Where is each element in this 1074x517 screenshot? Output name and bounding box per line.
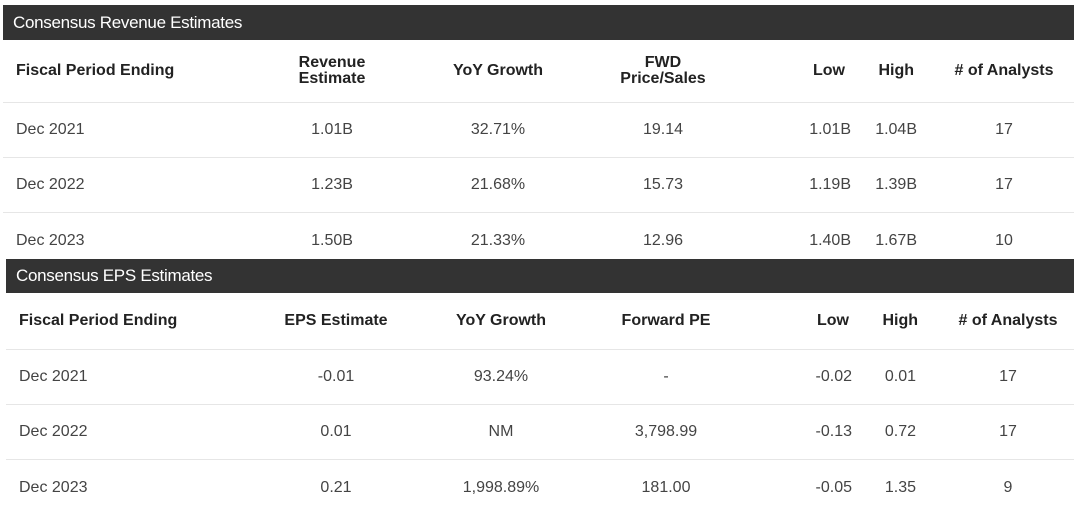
cell-yoy-growth: 93.24% (473, 368, 529, 385)
cell-period: Dec 2021 (16, 121, 85, 138)
col-header-analysts: # of Analysts (958, 312, 1058, 329)
cell-low: 1.19B (809, 176, 851, 193)
col-header-revenue-estimate: Revenue Estimate (262, 40, 402, 102)
col-header-forward-pe: Forward PE (621, 312, 711, 329)
col-header-period: Fiscal Period Ending (16, 62, 175, 79)
col-header-high: High (882, 312, 918, 329)
cell-analysts: 10 (995, 231, 1013, 249)
cell-period: Dec 2023 (19, 478, 88, 496)
col-header-eps-estimate: EPS Estimate (284, 312, 388, 329)
col-header-low: Low (813, 62, 845, 79)
cell-high: 0.01 (884, 368, 916, 385)
cell-high: 0.72 (884, 423, 916, 440)
cell-period: Dec 2023 (16, 231, 85, 249)
revenue-table-header: Fiscal Period Ending Revenue Estimate Yo… (3, 40, 1074, 103)
cell-yoy-growth: 1,998.89% (462, 478, 540, 496)
cell-fwd-price-sales: 15.73 (642, 176, 684, 193)
cell-analysts: 17 (995, 121, 1013, 138)
cell-period: Dec 2022 (16, 176, 85, 193)
cell-fwd-price-sales: 19.14 (642, 121, 684, 138)
cell-eps-estimate: -0.01 (317, 368, 355, 385)
eps-table-header: Fiscal Period Ending EPS Estimate YoY Gr… (6, 293, 1074, 350)
cell-eps-estimate: 0.21 (320, 478, 352, 496)
cell-low: -0.02 (815, 368, 852, 385)
cell-low: -0.05 (815, 478, 852, 496)
cell-yoy-growth: NM (488, 423, 514, 440)
cell-forward-pe: 181.00 (641, 478, 691, 496)
col-header-fwd-line2: Price/Sales (620, 70, 706, 87)
col-header-high: High (878, 62, 914, 79)
table-row: Dec 2023 1.50B 21.33% 12.96 1.40B 1.67B … (3, 213, 1074, 259)
cell-analysts: 17 (995, 176, 1013, 193)
cell-revenue-estimate: 1.23B (311, 176, 353, 193)
cell-high: 1.04B (875, 121, 917, 138)
col-header-low: Low (817, 312, 849, 329)
cell-eps-estimate: 0.01 (320, 423, 352, 440)
col-header-analysts: # of Analysts (954, 62, 1054, 79)
col-header-yoy-growth: YoY Growth (455, 312, 547, 329)
col-header-revenue-estimate-line1: Revenue (298, 54, 366, 71)
eps-estimates-panel: Consensus EPS Estimates Fiscal Period En… (6, 259, 1074, 517)
cell-high: 1.39B (875, 176, 917, 193)
cell-low: -0.13 (815, 423, 852, 440)
eps-estimates-title: Consensus EPS Estimates (6, 259, 1074, 293)
col-header-fwd-price-sales: FWD Price/Sales (583, 40, 743, 102)
cell-yoy-growth: 21.33% (470, 231, 526, 249)
cell-high: 1.35 (884, 478, 916, 496)
col-header-revenue-estimate-line2: Estimate (298, 70, 366, 87)
cell-fwd-price-sales: 12.96 (642, 231, 684, 249)
table-row: Dec 2022 0.01 NM 3,798.99 -0.13 0.72 17 (6, 405, 1074, 460)
cell-low: 1.40B (809, 231, 851, 249)
cell-forward-pe: 3,798.99 (634, 423, 698, 440)
table-row: Dec 2022 1.23B 21.68% 15.73 1.19B 1.39B … (3, 158, 1074, 213)
cell-yoy-growth: 21.68% (470, 176, 526, 193)
cell-low: 1.01B (809, 121, 851, 138)
revenue-estimates-panel: Consensus Revenue Estimates Fiscal Perio… (3, 5, 1074, 259)
cell-period: Dec 2022 (19, 423, 88, 440)
cell-revenue-estimate: 1.50B (311, 231, 353, 249)
cell-yoy-growth: 32.71% (470, 121, 526, 138)
col-header-fwd-line1: FWD (644, 54, 682, 71)
cell-high: 1.67B (875, 231, 917, 249)
cell-analysts: 17 (999, 368, 1017, 385)
cell-analysts: 9 (1003, 478, 1013, 496)
table-row: Dec 2023 0.21 1,998.89% 181.00 -0.05 1.3… (6, 460, 1074, 515)
cell-period: Dec 2021 (19, 368, 88, 385)
table-row: Dec 2021 -0.01 93.24% - -0.02 0.01 17 (6, 350, 1074, 405)
cell-revenue-estimate: 1.01B (311, 121, 353, 138)
table-row: Dec 2021 1.01B 32.71% 19.14 1.01B 1.04B … (3, 103, 1074, 158)
col-header-period: Fiscal Period Ending (19, 312, 178, 329)
col-header-yoy-growth: YoY Growth (452, 62, 544, 79)
revenue-estimates-title: Consensus Revenue Estimates (3, 5, 1074, 40)
cell-forward-pe: - (663, 368, 669, 385)
cell-analysts: 17 (999, 423, 1017, 440)
